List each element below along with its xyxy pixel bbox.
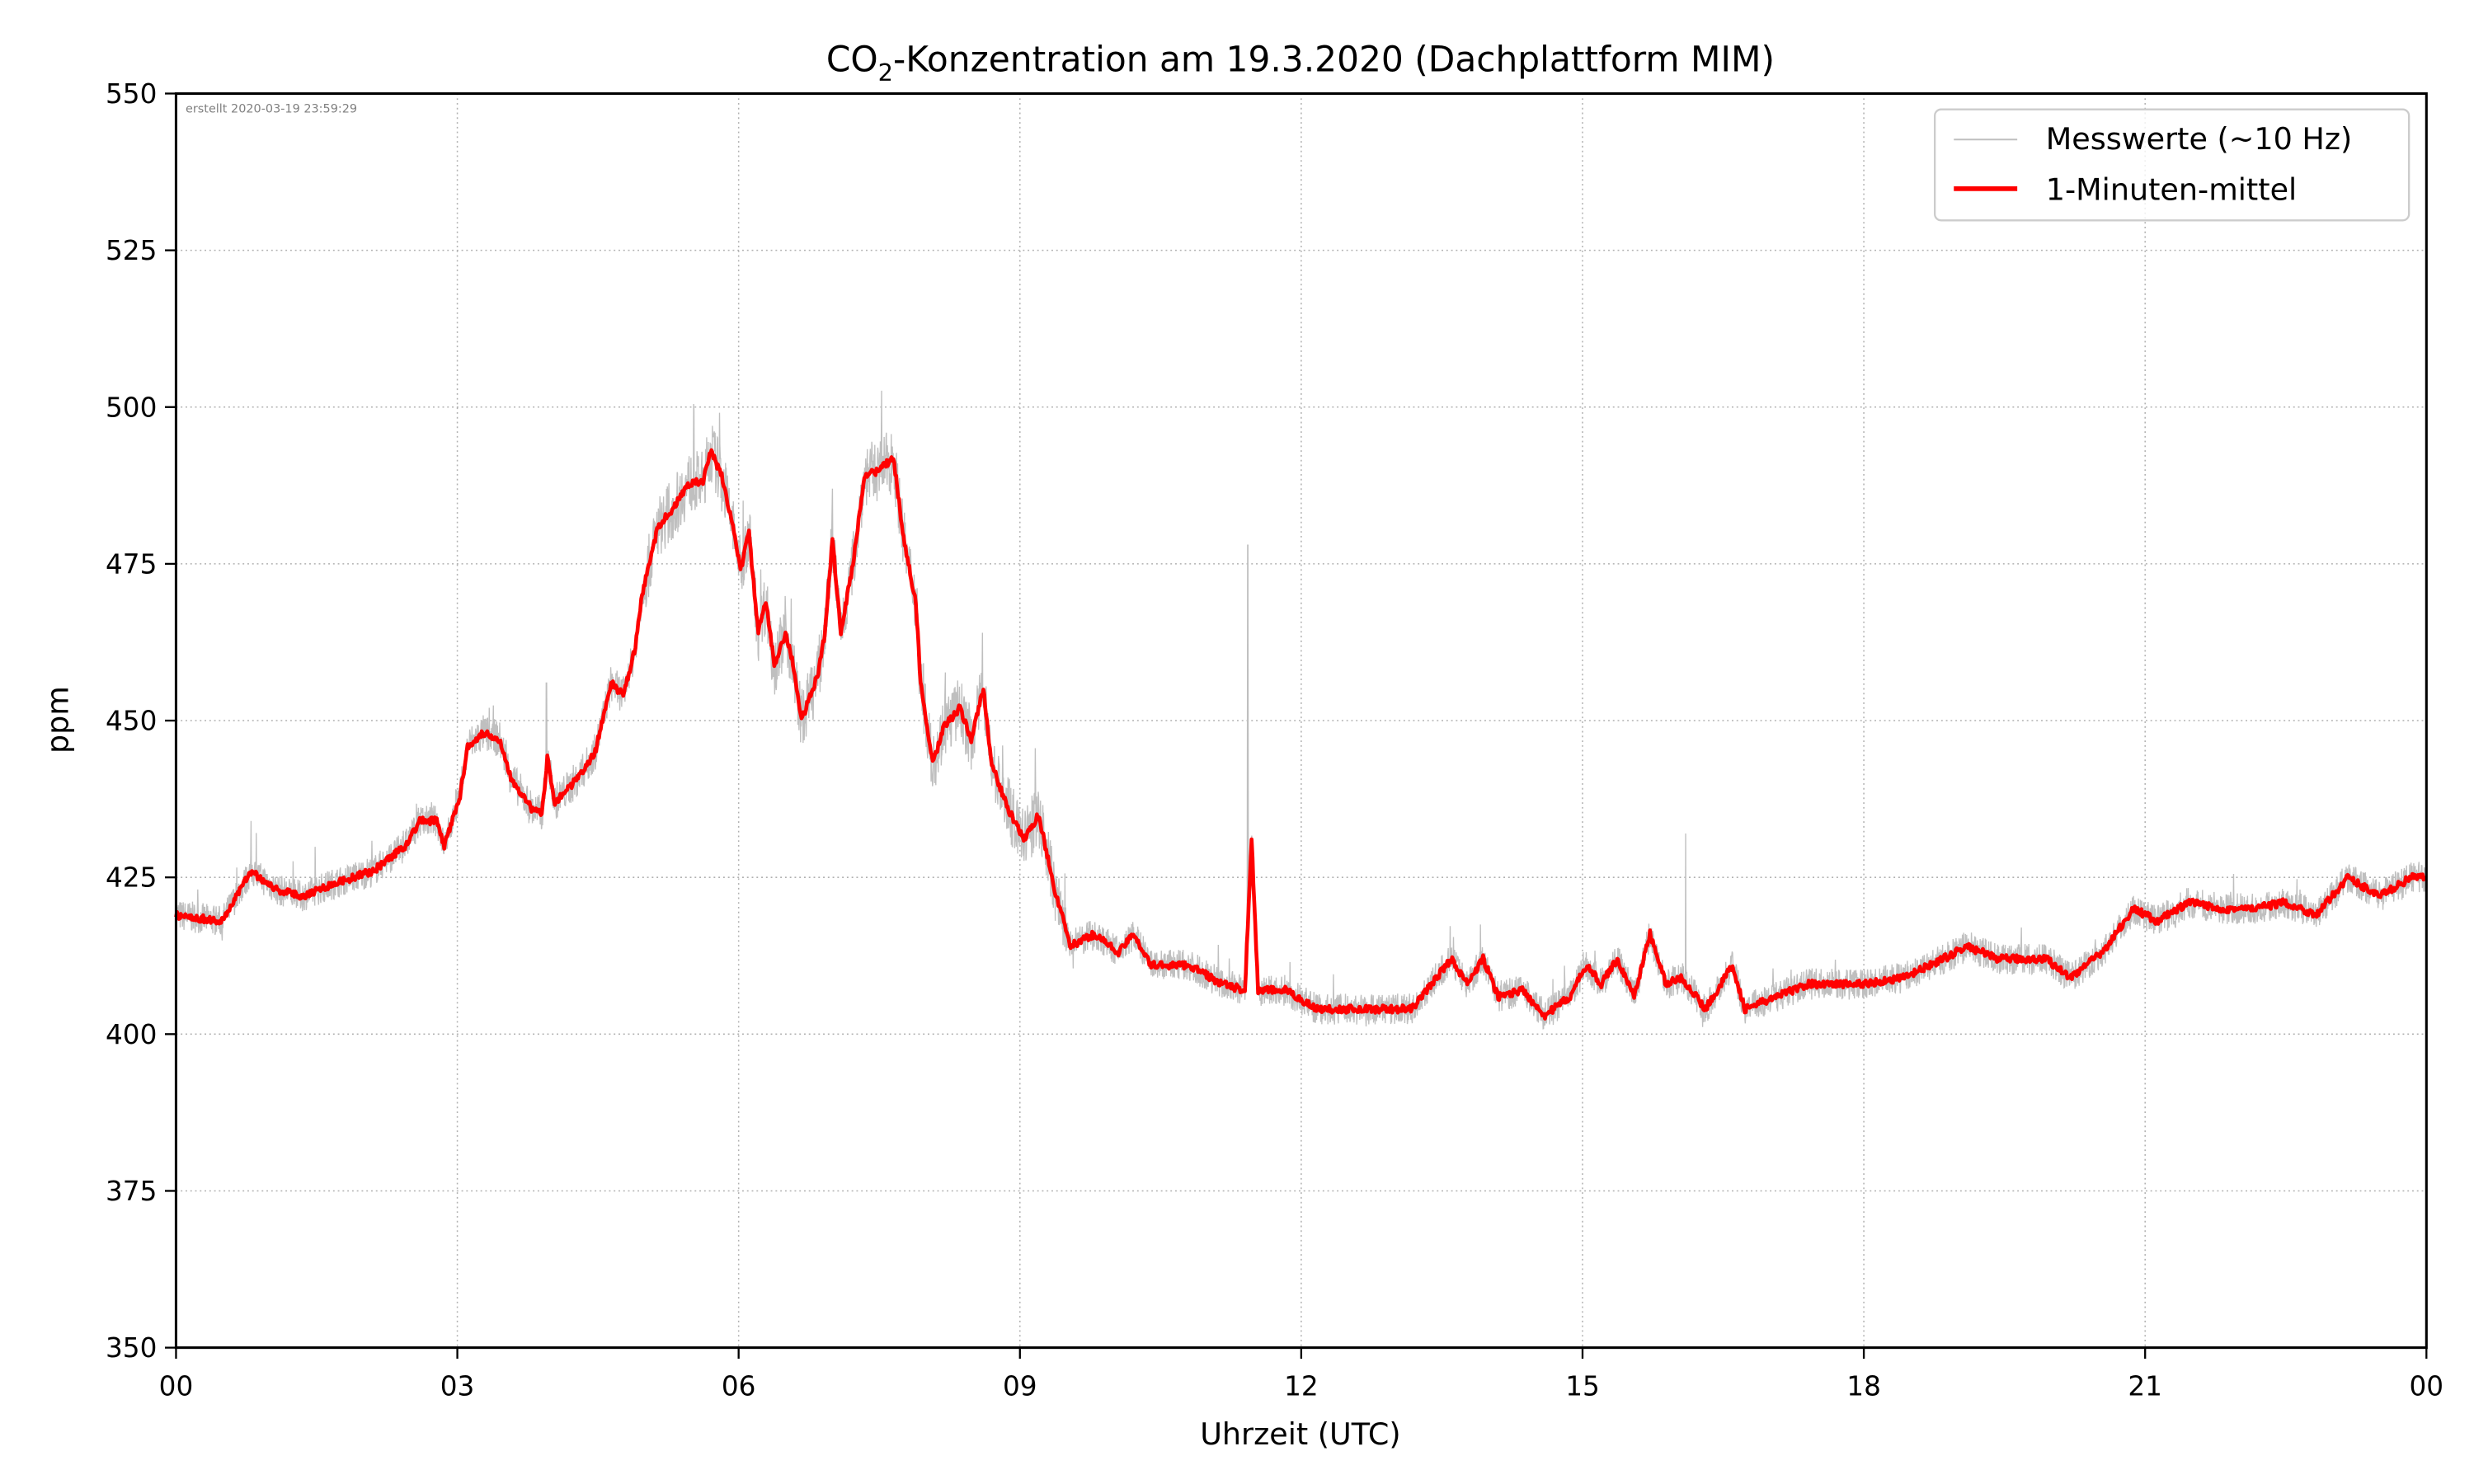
y-tick-label: 350 — [106, 1332, 157, 1364]
created-annotation: erstellt 2020-03-19 23:59:29 — [186, 103, 357, 116]
x-tick-label: 12 — [1284, 1370, 1319, 1402]
x-tick-label: 09 — [1003, 1370, 1037, 1402]
y-tick-label: 425 — [106, 862, 157, 894]
legend-label-mean: 1-Minuten-mittel — [2046, 171, 2297, 207]
y-tick-label: 475 — [106, 548, 157, 580]
y-tick-label: 400 — [106, 1019, 157, 1050]
plot-area — [174, 390, 2427, 1030]
y-tick-label: 450 — [106, 706, 157, 737]
legend-box — [1934, 108, 2411, 222]
x-tick-label: 21 — [2128, 1370, 2162, 1402]
legend-label-measured: Messwerte (~10 Hz) — [2046, 121, 2353, 157]
y-tick-label: 525 — [106, 235, 157, 266]
title-subscript: 2 — [878, 59, 893, 87]
x-tick-label: 03 — [440, 1370, 475, 1402]
x-tick-label: 18 — [1846, 1370, 1881, 1402]
legend: Messwerte (~10 Hz) 1-Minuten-mittel — [1934, 108, 2411, 222]
x-axis-label: Uhrzeit (UTC) — [1200, 1416, 1400, 1452]
x-tick-label: 00 — [159, 1370, 194, 1402]
x-tick-label: 00 — [2410, 1370, 2444, 1402]
series-measured-line — [175, 390, 2427, 1030]
x-tick-label: 06 — [722, 1370, 756, 1402]
x-tick-label: 15 — [1565, 1370, 1600, 1402]
y-tick-label: 500 — [106, 392, 157, 423]
x-axis-ticks: 00 03 06 09 12 15 18 21 00 — [159, 1347, 2444, 1402]
chart-title: CO2-Konzentration am 19.3.2020 (Dachplat… — [826, 40, 1775, 87]
series-mean-line — [174, 448, 2427, 1021]
y-tick-label: 375 — [106, 1176, 157, 1207]
y-axis-label: ppm — [40, 686, 76, 754]
y-tick-label: 550 — [106, 78, 157, 110]
grid-lines — [176, 93, 2427, 1348]
y-axis-ticks: 350 375 400 425 450 475 500 525 550 — [106, 78, 176, 1364]
